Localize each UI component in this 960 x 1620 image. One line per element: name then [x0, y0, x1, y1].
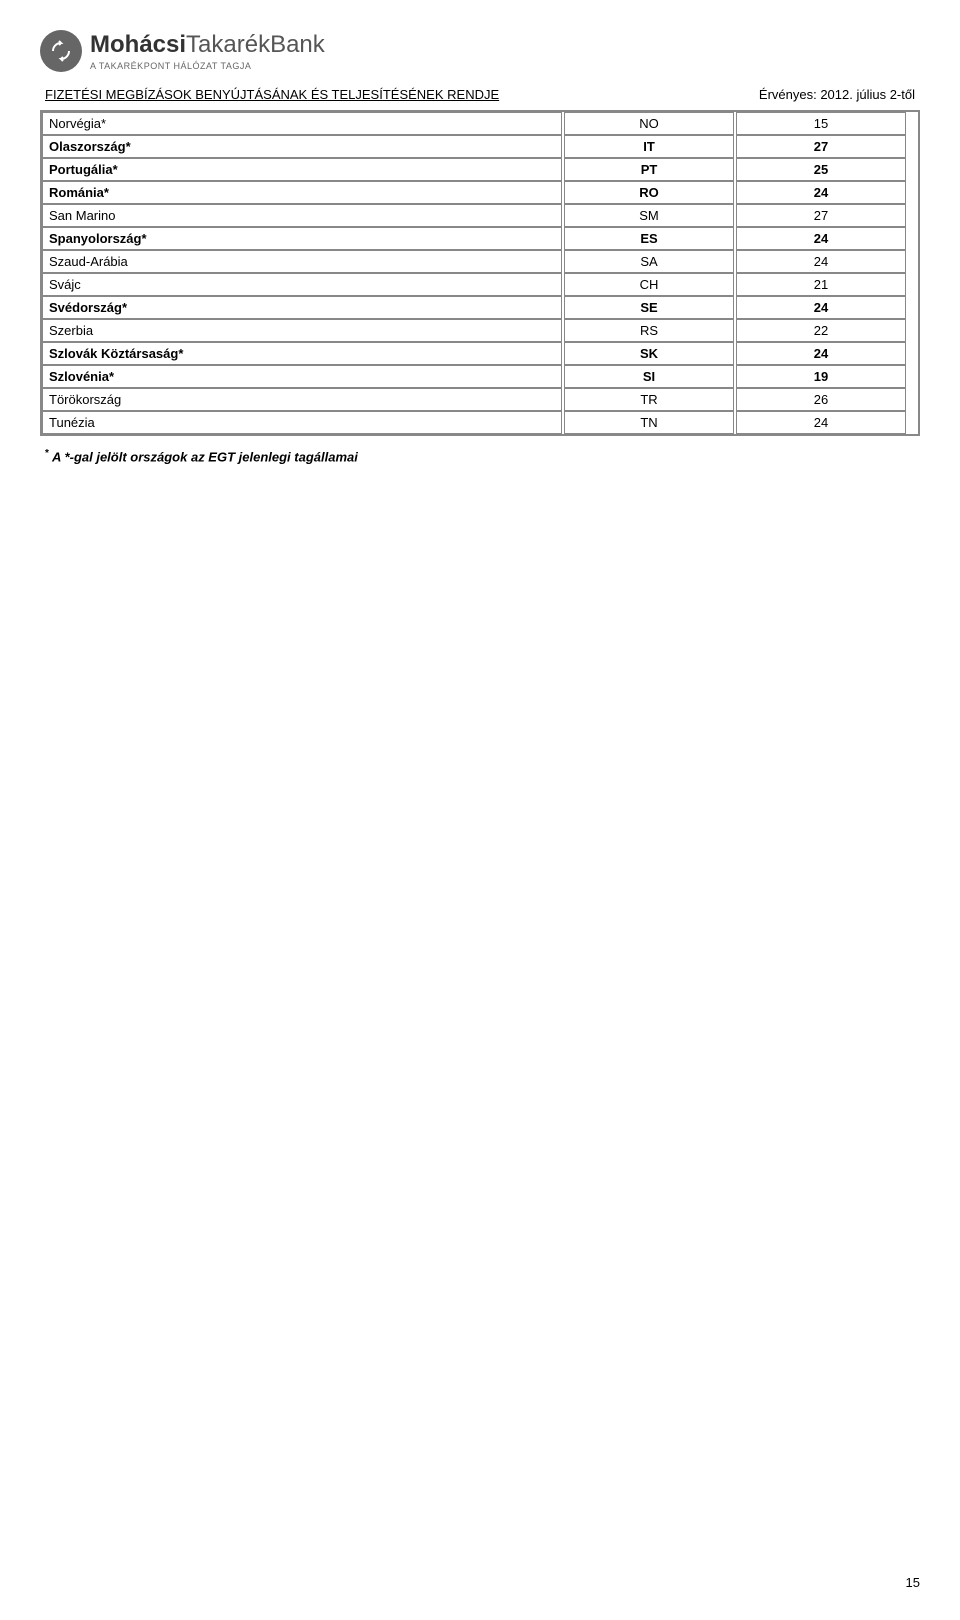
- cell-code: IT: [564, 135, 734, 158]
- cell-num: 24: [736, 181, 906, 204]
- cell-code: RS: [564, 319, 734, 342]
- cell-country: Románia*: [42, 181, 562, 204]
- page-validity: Érvényes: 2012. július 2-től: [759, 87, 915, 102]
- table-row: TunéziaTN24: [42, 411, 918, 434]
- cell-country: Norvégia*: [42, 112, 562, 135]
- cell-num: 27: [736, 135, 906, 158]
- cell-code: RO: [564, 181, 734, 204]
- table-row: Szlovák Köztársaság*SK24: [42, 342, 918, 365]
- bank-name-block: MohácsiTakarékBank A TAKARÉKPONT HÁLÓZAT…: [90, 31, 325, 71]
- bank-tagline: A TAKARÉKPONT HÁLÓZAT TAGJA: [90, 61, 325, 71]
- footnote-text: A *-gal jelölt országok az EGT jelenlegi…: [49, 449, 358, 464]
- cell-num: 22: [736, 319, 906, 342]
- table-row: Románia*RO24: [42, 181, 918, 204]
- cell-code: CH: [564, 273, 734, 296]
- cell-num: 26: [736, 388, 906, 411]
- cell-code: SE: [564, 296, 734, 319]
- table-row: Portugália*PT25: [42, 158, 918, 181]
- logo-icon: [40, 30, 82, 72]
- page-title: FIZETÉSI MEGBÍZÁSOK BENYÚJTÁSÁNAK ÉS TEL…: [45, 87, 499, 102]
- cell-country: San Marino: [42, 204, 562, 227]
- cell-country: Szerbia: [42, 319, 562, 342]
- cell-country: Szaud-Arábia: [42, 250, 562, 273]
- cell-num: 25: [736, 158, 906, 181]
- cell-num: 15: [736, 112, 906, 135]
- cell-num: 27: [736, 204, 906, 227]
- table-row: Spanyolország*ES24: [42, 227, 918, 250]
- table-row: TörökországTR26: [42, 388, 918, 411]
- cell-num: 21: [736, 273, 906, 296]
- table-row: Szlovénia*SI19: [42, 365, 918, 388]
- table-row: Olaszország*IT27: [42, 135, 918, 158]
- cell-num: 24: [736, 342, 906, 365]
- cell-code: ES: [564, 227, 734, 250]
- bank-name: MohácsiTakarékBank: [90, 31, 325, 59]
- cell-code: TR: [564, 388, 734, 411]
- table-row: SvájcCH21: [42, 273, 918, 296]
- cell-num: 24: [736, 227, 906, 250]
- table-row: San MarinoSM27: [42, 204, 918, 227]
- cell-code: SI: [564, 365, 734, 388]
- cell-num: 19: [736, 365, 906, 388]
- cell-country: Svájc: [42, 273, 562, 296]
- table-row: Svédország*SE24: [42, 296, 918, 319]
- arrows-icon: [45, 35, 77, 67]
- bank-name-mid: Takarék: [186, 31, 270, 58]
- cell-code: SM: [564, 204, 734, 227]
- footnote: * A *-gal jelölt országok az EGT jelenle…: [40, 448, 920, 464]
- bank-name-bold: Mohácsi: [90, 31, 186, 58]
- page-header: FIZETÉSI MEGBÍZÁSOK BENYÚJTÁSÁNAK ÉS TEL…: [40, 87, 920, 102]
- cell-country: Portugália*: [42, 158, 562, 181]
- table-row: Szaud-ArábiaSA24: [42, 250, 918, 273]
- cell-country: Olaszország*: [42, 135, 562, 158]
- table-row: SzerbiaRS22: [42, 319, 918, 342]
- cell-num: 24: [736, 250, 906, 273]
- cell-country: Szlovák Köztársaság*: [42, 342, 562, 365]
- logo-header: MohácsiTakarékBank A TAKARÉKPONT HÁLÓZAT…: [40, 30, 920, 72]
- cell-num: 24: [736, 296, 906, 319]
- cell-code: SK: [564, 342, 734, 365]
- cell-code: PT: [564, 158, 734, 181]
- bank-name-end: Bank: [270, 31, 325, 58]
- cell-num: 24: [736, 411, 906, 434]
- cell-code: TN: [564, 411, 734, 434]
- cell-country: Törökország: [42, 388, 562, 411]
- cell-country: Svédország*: [42, 296, 562, 319]
- cell-country: Spanyolország*: [42, 227, 562, 250]
- cell-country: Szlovénia*: [42, 365, 562, 388]
- page-number: 15: [906, 1575, 920, 1590]
- cell-country: Tunézia: [42, 411, 562, 434]
- table-row: Norvégia*NO15: [42, 112, 918, 135]
- cell-code: NO: [564, 112, 734, 135]
- country-table: Norvégia*NO15Olaszország*IT27Portugália*…: [40, 110, 920, 436]
- cell-code: SA: [564, 250, 734, 273]
